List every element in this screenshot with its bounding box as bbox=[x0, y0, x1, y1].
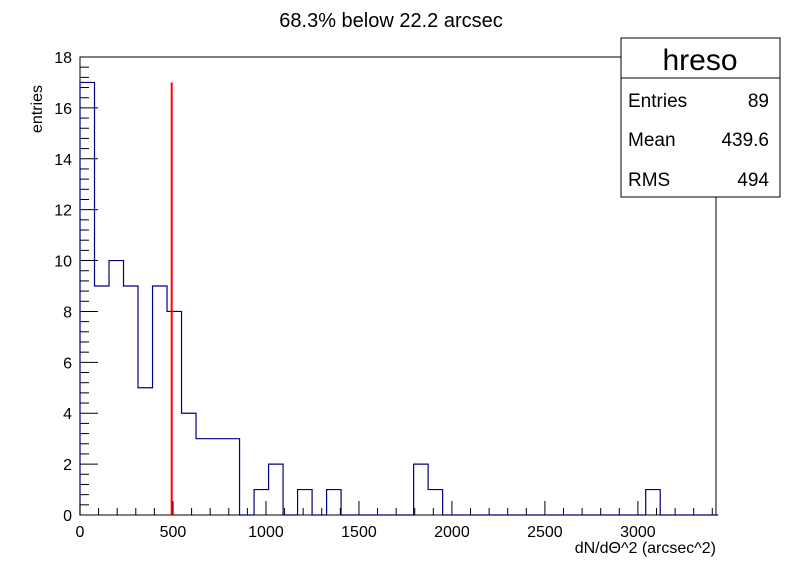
histogram-outline bbox=[79, 81, 719, 516]
y-tick-label: 2 bbox=[63, 457, 72, 474]
stats-box: hreso Entries 89 Mean 439.6 RMS 494 bbox=[620, 37, 781, 198]
axes: 0 500 1000 1500 2000 2500 3000 0 2 4 6 8 10 12 14 16 18 bbox=[54, 50, 713, 541]
histogram-bin bbox=[269, 464, 284, 515]
y-tick-label: 4 bbox=[63, 406, 72, 423]
histogram-bin bbox=[124, 286, 139, 515]
histogram-bin bbox=[414, 464, 429, 515]
x-axis-label: dN/dΘ^2 (arcsec^2) bbox=[575, 540, 716, 557]
y-tick-label: 6 bbox=[63, 355, 72, 372]
y-tick-label: 18 bbox=[54, 50, 72, 67]
histogram-bin bbox=[80, 82, 95, 515]
stats-rms-value: 494 bbox=[737, 170, 769, 191]
stats-box-title: hreso bbox=[662, 44, 737, 77]
y-tick-label: 16 bbox=[54, 101, 72, 118]
stats-entries-label: Entries bbox=[628, 91, 687, 112]
histogram-bin bbox=[327, 490, 342, 515]
stats-box-frame bbox=[620, 37, 781, 198]
histogram-bin bbox=[646, 490, 661, 515]
x-tick-label: 0 bbox=[76, 524, 85, 541]
stats-rms-label: RMS bbox=[628, 170, 670, 191]
x-tick-label: 3000 bbox=[620, 524, 656, 541]
x-tick-label: 1000 bbox=[248, 524, 284, 541]
histogram-bin bbox=[153, 286, 168, 515]
y-tick-label: 8 bbox=[63, 304, 72, 321]
histogram-bin bbox=[211, 439, 226, 515]
histogram-bin bbox=[109, 261, 124, 515]
x-tick-label: 1500 bbox=[341, 524, 377, 541]
x-tick-label: 500 bbox=[160, 524, 187, 541]
y-tick-label: 0 bbox=[63, 508, 72, 525]
x-tick-label: 2000 bbox=[434, 524, 470, 541]
x-tick-label: 2500 bbox=[527, 524, 563, 541]
histogram-bin bbox=[196, 439, 211, 515]
histogram-bin bbox=[428, 490, 443, 515]
y-tick-label: 10 bbox=[54, 254, 72, 271]
y-axis-label: entries bbox=[29, 85, 46, 133]
histogram-bin bbox=[182, 413, 197, 515]
chart-title: 68.3% below 22.2 arcsec bbox=[279, 10, 502, 32]
y-tick-label: 12 bbox=[54, 203, 72, 220]
histogram-bin bbox=[138, 388, 153, 515]
histogram-bin bbox=[95, 286, 110, 515]
stats-entries-value: 89 bbox=[748, 91, 769, 112]
stats-mean-label: Mean bbox=[628, 130, 676, 151]
histogram-bin bbox=[225, 439, 240, 515]
histogram-bin bbox=[298, 490, 313, 515]
y-tick-label: 14 bbox=[54, 152, 72, 169]
stats-mean-value: 439.6 bbox=[721, 130, 769, 151]
histogram-bins bbox=[79, 81, 719, 516]
histogram-bin bbox=[167, 311, 182, 515]
